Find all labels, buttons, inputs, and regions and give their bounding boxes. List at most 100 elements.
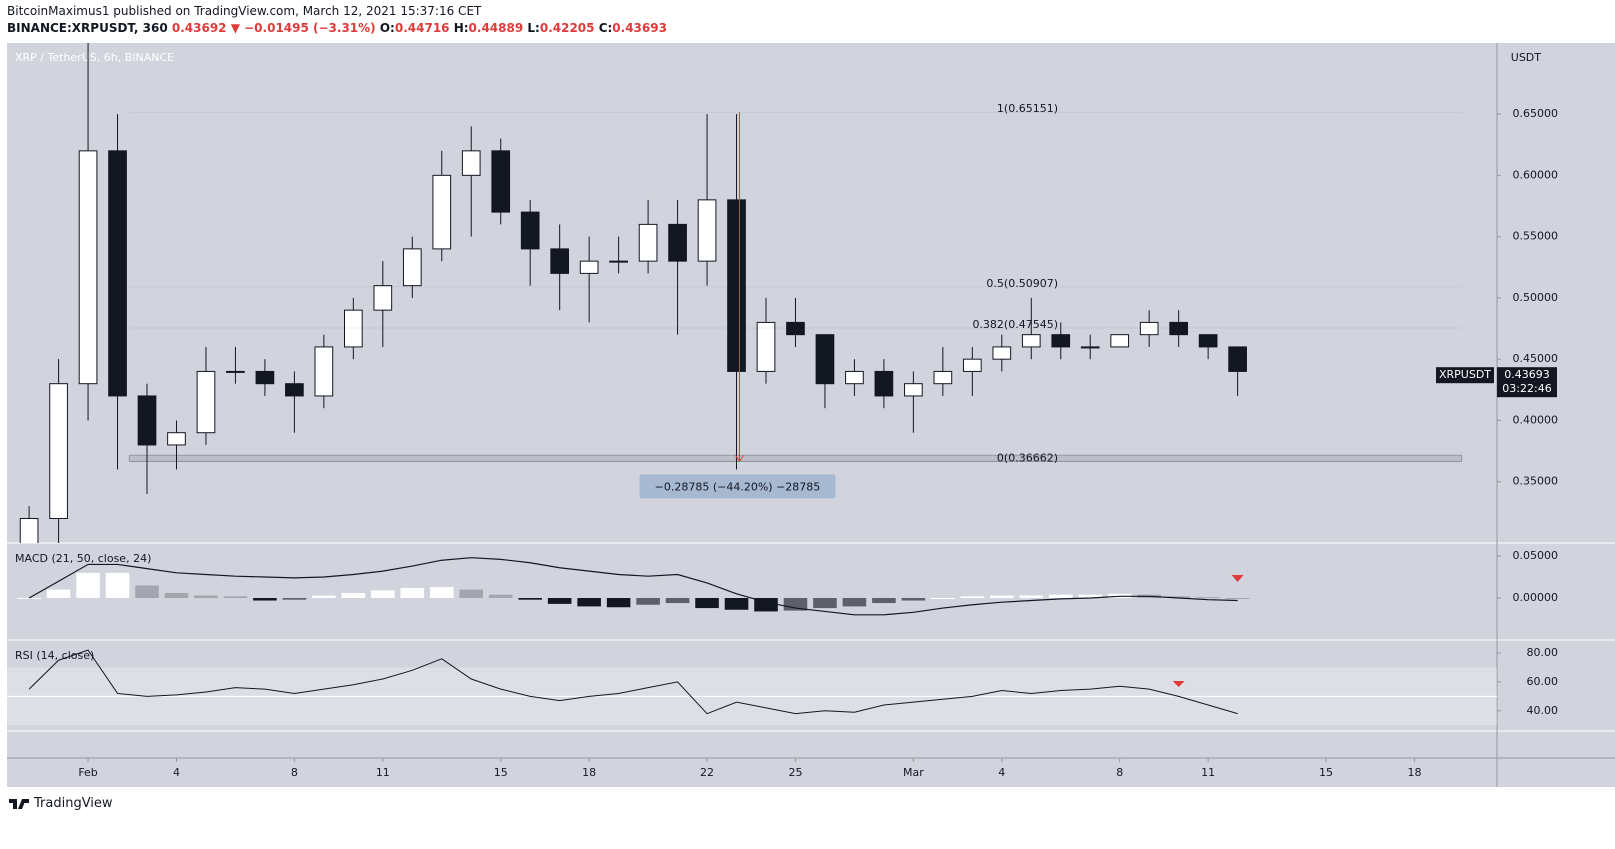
ohlc-value: 0.42205 [539, 21, 595, 35]
pane-title: MACD (21, 50, close, 24) [15, 552, 151, 565]
candle-body [1198, 334, 1218, 348]
y-tick-label: 0.45000 [1513, 352, 1559, 365]
candle-body [314, 346, 334, 397]
histogram-bar [17, 598, 41, 600]
fib-label: 0.382(0.47545) [972, 318, 1058, 331]
y-tick-label: 0.50000 [1513, 291, 1559, 304]
histogram-bar [341, 592, 366, 599]
rsi-pane: RSI (14, close) [7, 649, 1497, 726]
signal-marker [1172, 681, 1185, 687]
brand: TradingView [34, 796, 113, 811]
symbol-tag-label: XRPUSDT [1439, 368, 1491, 381]
candle-body [874, 370, 894, 397]
countdown: 03:22:46 [1502, 382, 1551, 395]
symbol-tag [1436, 367, 1494, 384]
candle-body [402, 248, 422, 287]
histogram-bar [901, 598, 926, 601]
y-tick-label: 40.00 [1527, 704, 1559, 717]
y-tick-label: 0.55000 [1513, 230, 1559, 243]
x-tick-label: 11 [376, 766, 390, 779]
ohlc: O:0.44716 H:0.44889 L:0.42205 C:0.43693 [380, 21, 667, 35]
axis-unit: USDT [1511, 51, 1542, 64]
histogram-bar [282, 598, 307, 600]
candle-body [697, 199, 717, 262]
histogram-bar [636, 598, 660, 605]
publisher: BitcoinMaximus1 published on TradingView… [7, 4, 482, 18]
histogram-bar [724, 598, 749, 610]
candle-body [815, 334, 835, 385]
histogram-bar [46, 589, 71, 599]
x-tick-label: Mar [903, 766, 924, 779]
x-tick-label: 8 [1116, 766, 1123, 779]
x-tick-label: 22 [700, 766, 714, 779]
candle-body [579, 260, 599, 274]
candle-body [343, 309, 363, 348]
symbol: BINANCE:XRPUSDT, 360 [7, 21, 168, 35]
histogram-bar [253, 598, 277, 601]
candle-body [285, 383, 304, 397]
x-tick-label: Feb [78, 766, 97, 779]
y-tick-label: 0.05000 [1513, 549, 1559, 562]
histogram-bar [194, 595, 218, 599]
histogram-bar [518, 598, 542, 600]
candle-body [962, 358, 982, 372]
histogram-bar [312, 595, 336, 599]
histogram-bar [105, 572, 130, 599]
candle-body [78, 150, 98, 385]
pane-title: XRP / TetherUS, 6h, BINANCE [15, 51, 174, 64]
candle-body [461, 150, 481, 176]
histogram-bar [813, 598, 837, 609]
candle-body [845, 370, 864, 385]
x-tick-label: 18 [582, 766, 596, 779]
histogram-bar [754, 598, 778, 612]
histogram-bar [872, 598, 896, 604]
histogram-bar [429, 587, 454, 599]
candle-body [1021, 334, 1041, 348]
candle-body [933, 370, 953, 385]
candle-body [786, 321, 805, 336]
candle-body [19, 517, 39, 543]
histogram-bar [459, 589, 484, 599]
histogram-bar [665, 598, 690, 604]
candle-body [373, 285, 393, 311]
measure-arrow [735, 455, 744, 463]
axes: Feb 4 8 11 15 18 22 25 Mar 4 8 11 15 18 0.35000 0.40000… [78, 51, 1558, 779]
ohlc-key: O: [379, 21, 395, 35]
candle-body [550, 248, 570, 274]
y-tick-label: 0.65000 [1513, 107, 1559, 120]
candle-body [727, 199, 746, 372]
candle-body [756, 321, 776, 372]
histogram-bar [135, 585, 159, 599]
price-tag [1497, 367, 1557, 398]
measure-label: −0.28785 (−44.20%) −28785 [655, 480, 821, 493]
logo [9, 798, 29, 809]
candle-body [49, 383, 68, 519]
histogram-bar [1166, 596, 1191, 599]
y-tick-label: 0.60000 [1513, 168, 1559, 181]
signal-marker [1231, 575, 1244, 582]
symbol-line: BINANCE:XRPUSDT, 360 0.43692 ▼ −0.01495 … [7, 21, 667, 35]
macd-pane: MACD (21, 50, close, 24) [15, 552, 1250, 616]
chart: XRP / TetherUS, 6h, BINANCE 1(0.65151) 0.5… [7, 43, 1615, 787]
histogram-bar [1078, 594, 1103, 599]
histogram-bar [931, 598, 955, 600]
histogram-bar [1019, 595, 1044, 599]
histogram-bar [488, 594, 513, 599]
histogram-bar [1225, 598, 1250, 600]
histogram-bar [960, 596, 985, 599]
candle-body [432, 174, 452, 250]
fib-label: 0(0.36662) [997, 451, 1058, 464]
candle-body [1228, 346, 1247, 372]
y-tick-label: 0.00000 [1513, 591, 1559, 604]
x-tick-label: 25 [788, 766, 802, 779]
histogram-bar [164, 592, 189, 599]
y-tick-label: 0.35000 [1513, 475, 1559, 488]
x-tick-label: 8 [291, 766, 298, 779]
candle-body [1110, 334, 1130, 348]
candle-body [196, 370, 216, 434]
macd-line [28, 557, 1238, 616]
candle-body [520, 211, 540, 250]
rsi-line [28, 649, 1238, 715]
x-tick-label: 11 [1201, 766, 1215, 779]
